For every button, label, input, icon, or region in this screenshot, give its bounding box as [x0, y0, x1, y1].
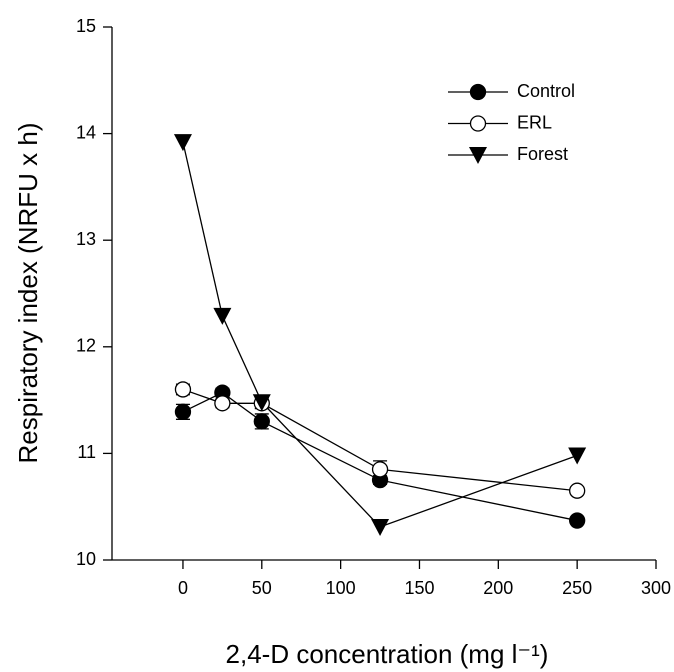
x-tick-label: 0 [178, 578, 188, 598]
x-axis-label: 2,4-D concentration (mg l⁻¹) [226, 639, 549, 669]
legend-marker [469, 147, 487, 164]
y-tick-label: 14 [76, 122, 96, 142]
marker [174, 403, 192, 420]
marker [252, 394, 271, 412]
marker [569, 512, 586, 529]
legend-label: Control [517, 81, 575, 101]
x-tick-label: 300 [641, 578, 671, 598]
series-line [182, 391, 578, 522]
y-axis-label: Respiratory index (NRFU x h) [13, 123, 43, 464]
legend-marker [469, 83, 487, 101]
legend-label: Forest [517, 144, 568, 164]
y-tick-label: 12 [76, 336, 96, 356]
marker [371, 461, 389, 478]
y-tick-label: 13 [76, 229, 96, 249]
marker [569, 482, 586, 499]
legend-marker [469, 115, 487, 132]
x-tick-label: 50 [252, 578, 272, 598]
marker [253, 413, 270, 430]
marker [568, 447, 587, 465]
marker [214, 395, 231, 412]
x-tick-label: 250 [562, 578, 592, 598]
marker [371, 518, 390, 536]
y-tick-label: 11 [77, 442, 96, 462]
marker [213, 307, 232, 325]
x-tick-label: 150 [404, 578, 434, 598]
x-tick-label: 200 [483, 578, 513, 598]
marker [173, 134, 192, 152]
y-tick-label: 15 [76, 16, 96, 36]
marker [174, 381, 192, 398]
legend-label: ERL [517, 112, 552, 132]
y-tick-label: 10 [76, 549, 96, 569]
x-tick-label: 100 [326, 578, 356, 598]
